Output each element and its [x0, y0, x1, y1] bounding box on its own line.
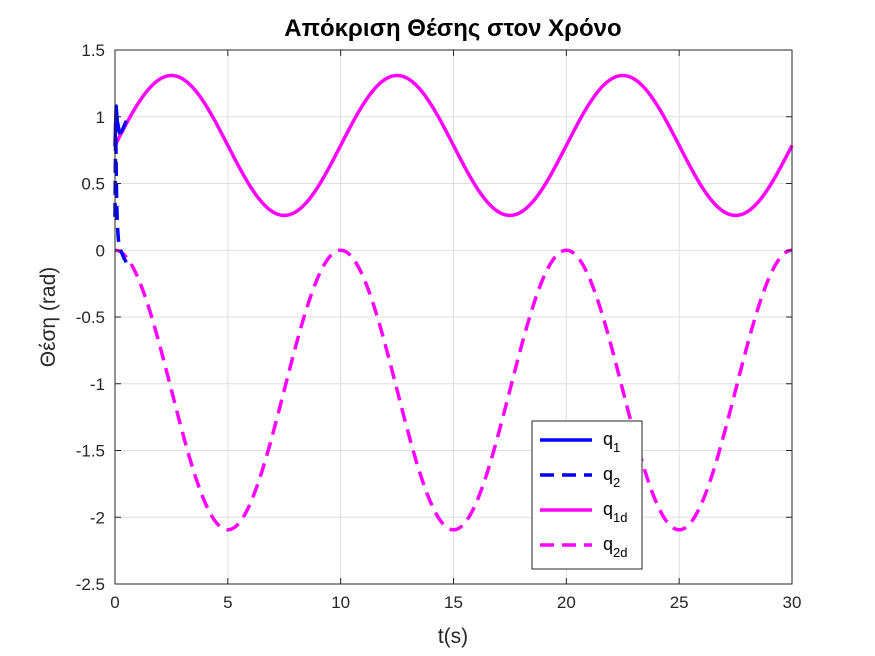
ticks	[114, 49, 793, 585]
y-tick-labels: -2.5 -2 -1.5 -1 -0.5 0 0.5 1 1.5	[76, 41, 105, 594]
y-tick-label: -0.5	[76, 308, 105, 327]
legend-label-main: q	[603, 464, 613, 484]
legend-label-q2d: q2d	[603, 534, 627, 560]
y-tick-label: 1	[96, 108, 105, 127]
series-line-q2d	[114, 248, 793, 532]
x-tick-label: 20	[557, 593, 576, 612]
legend-label-main: q	[603, 534, 613, 554]
legend-label-q1: q1	[603, 429, 620, 455]
y-tick-label: -2.5	[76, 575, 105, 594]
legend-label-q1d: q1d	[603, 499, 627, 525]
series-layer	[113, 73, 794, 532]
series-line-q1d	[113, 73, 794, 218]
legend-label-q2: q2	[603, 464, 620, 490]
y-tick-label: 1.5	[81, 41, 105, 60]
series-line-q1	[113, 104, 128, 147]
legend-label-main: q	[603, 429, 613, 449]
x-tick-label: 0	[110, 593, 119, 612]
legend-label-main: q	[603, 499, 613, 519]
legend-label-subscript: 1	[613, 440, 620, 455]
y-tick-label: -1	[90, 375, 105, 394]
y-tick-label: 0	[96, 241, 105, 260]
x-tick-label: 5	[223, 593, 232, 612]
series-line-q2	[113, 121, 128, 264]
y-axis-label: Θέση (rad)	[37, 267, 60, 368]
x-tick-label: 30	[783, 593, 802, 612]
x-tick-labels: 0 5 10 15 20 25 30	[110, 593, 801, 612]
chart-title: Απόκριση Θέσης στον Χρόνο	[284, 15, 621, 42]
y-tick-label: -1.5	[76, 442, 105, 461]
x-axis-label: t(s)	[438, 625, 468, 648]
x-tick-label: 10	[331, 593, 350, 612]
legend-label-subscript: 1d	[613, 510, 627, 525]
y-tick-label: -2	[90, 508, 105, 527]
legend-label-subscript: 2d	[613, 545, 627, 560]
y-tick-label: 0.5	[81, 175, 105, 194]
x-tick-label: 15	[444, 593, 463, 612]
x-tick-label: 25	[670, 593, 689, 612]
legend-label-subscript: 2	[613, 475, 620, 490]
